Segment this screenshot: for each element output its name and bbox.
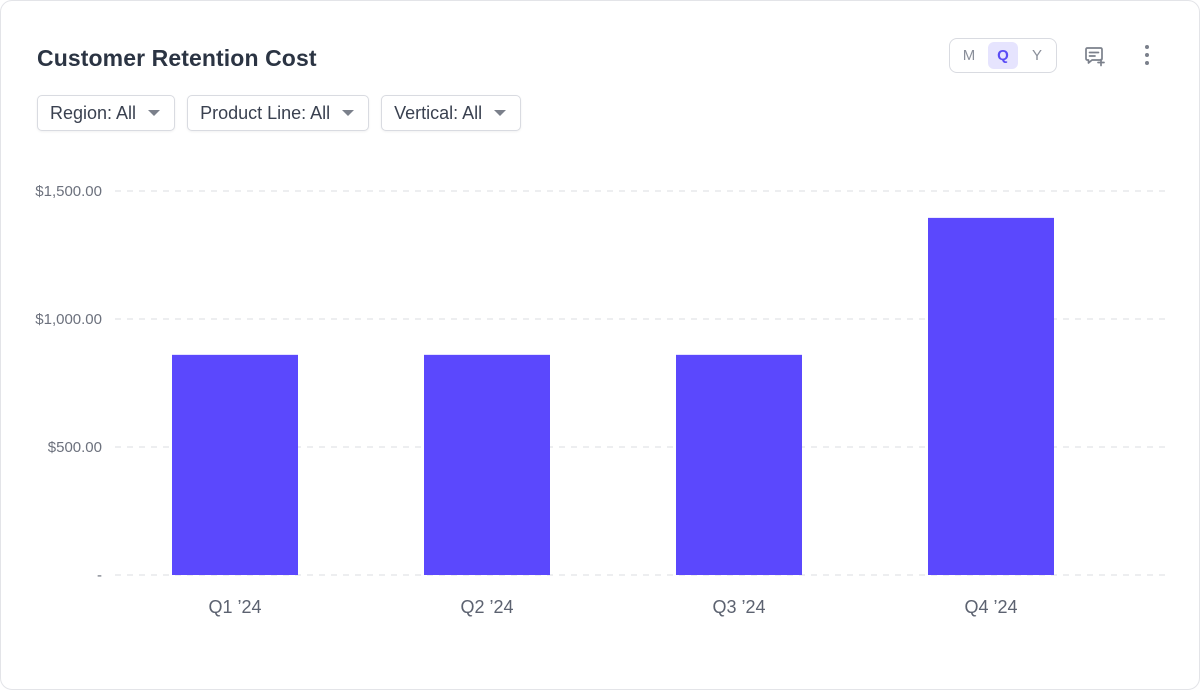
y-tick-label: $1,500.00: [35, 183, 102, 200]
chart-title: Customer Retention Cost: [37, 45, 317, 71]
bar-2[interactable]: [424, 354, 550, 575]
period-option-quarter[interactable]: Q: [988, 42, 1018, 69]
add-comment-icon: [1085, 47, 1105, 67]
caret-down-icon: [342, 110, 355, 116]
vertical-filter-label: Vertical: All: [394, 102, 483, 123]
region-filter-label: Region: All: [50, 102, 137, 123]
x-tick-label: Q4 ’24: [964, 597, 1017, 617]
period-option-month[interactable]: M: [962, 47, 976, 64]
x-tick-label: Q1 ’24: [208, 597, 261, 617]
bar-1[interactable]: [172, 354, 298, 575]
y-tick-label: $1,000.00: [35, 311, 102, 328]
x-tick-label: Q2 ’24: [460, 597, 513, 617]
region-filter[interactable]: Region: All: [37, 95, 176, 131]
period-option-year[interactable]: Y: [1031, 47, 1042, 64]
period-toggle: M Q Y: [949, 38, 1057, 73]
product-line-filter[interactable]: Product Line: All: [187, 95, 370, 131]
more-options-button[interactable]: [1132, 40, 1162, 70]
y-tick-label: $500.00: [48, 439, 102, 456]
caret-down-icon: [148, 110, 161, 116]
x-tick-label: Q3 ’24: [712, 597, 765, 617]
more-vertical-icon: [1145, 45, 1149, 65]
y-tick-label: -: [97, 567, 102, 584]
bar-4[interactable]: [928, 217, 1054, 575]
add-comment-button[interactable]: [1079, 41, 1109, 71]
filter-bar: Region: All Product Line: All Vertical: …: [37, 95, 522, 131]
bar-3[interactable]: [676, 354, 802, 575]
vertical-filter[interactable]: Vertical: All: [381, 95, 522, 131]
caret-down-icon: [494, 110, 507, 116]
product-line-filter-label: Product Line: All: [200, 102, 331, 123]
